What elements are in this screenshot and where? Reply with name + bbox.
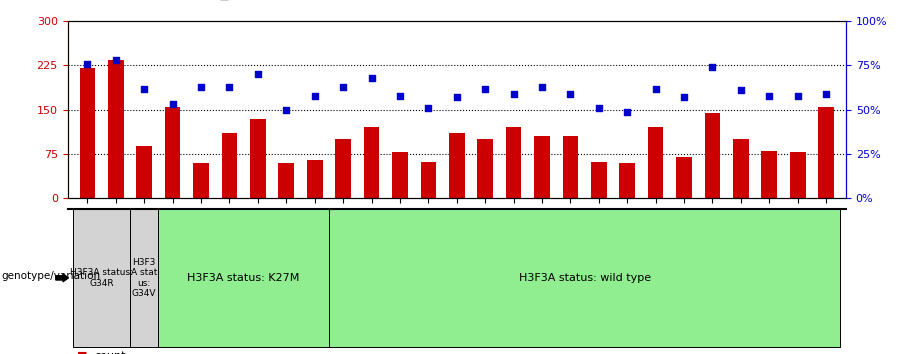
Bar — [420, 162, 436, 198]
Point — [109, 57, 123, 63]
Bar — [790, 152, 806, 198]
Bar — [278, 163, 294, 198]
Point — [648, 86, 662, 91]
Bar — [591, 162, 607, 198]
Bar — [165, 107, 180, 198]
Point — [620, 109, 634, 114]
Point — [251, 72, 266, 77]
Bar — [705, 113, 720, 198]
Bar — [648, 127, 663, 198]
Point — [819, 91, 833, 97]
Point — [222, 84, 237, 90]
Bar — [535, 136, 550, 198]
Point — [364, 75, 379, 81]
Bar — [250, 119, 266, 198]
Bar — [79, 68, 95, 198]
Bar — [676, 157, 692, 198]
Point — [194, 84, 208, 90]
Point — [80, 61, 94, 67]
Bar — [364, 127, 379, 198]
Text: ■: ■ — [76, 351, 87, 354]
Point — [563, 91, 578, 97]
Text: genotype/variation: genotype/variation — [1, 271, 100, 281]
Bar — [449, 133, 464, 198]
Point — [450, 95, 464, 100]
Point — [279, 107, 293, 113]
Point — [392, 93, 407, 98]
Point — [706, 64, 720, 70]
Bar — [562, 136, 578, 198]
Point — [421, 105, 436, 111]
Bar — [221, 133, 238, 198]
Point — [336, 84, 350, 90]
Point — [734, 87, 748, 93]
Bar — [734, 139, 749, 198]
Bar — [477, 139, 493, 198]
Point — [166, 102, 180, 107]
Bar — [307, 160, 322, 198]
Text: H3F3A status: wild type: H3F3A status: wild type — [518, 273, 651, 283]
Bar — [336, 139, 351, 198]
Bar — [392, 152, 408, 198]
Bar — [194, 163, 209, 198]
Bar — [761, 151, 777, 198]
Text: H3F3A status:
G34R: H3F3A status: G34R — [70, 268, 133, 287]
Point — [677, 95, 691, 100]
Point — [535, 84, 549, 90]
Point — [762, 93, 777, 98]
Point — [591, 105, 606, 111]
Text: count: count — [94, 351, 126, 354]
Text: H3F3A status: K27M: H3F3A status: K27M — [187, 273, 300, 283]
Point — [507, 91, 521, 97]
Bar — [818, 107, 834, 198]
Bar — [137, 146, 152, 198]
Point — [790, 93, 805, 98]
Point — [308, 93, 322, 98]
Bar — [506, 127, 521, 198]
Bar — [108, 59, 123, 198]
Text: H3F3
A stat
us:
G34V: H3F3 A stat us: G34V — [131, 258, 158, 298]
Point — [478, 86, 492, 91]
Point — [137, 86, 151, 91]
Bar — [619, 163, 635, 198]
